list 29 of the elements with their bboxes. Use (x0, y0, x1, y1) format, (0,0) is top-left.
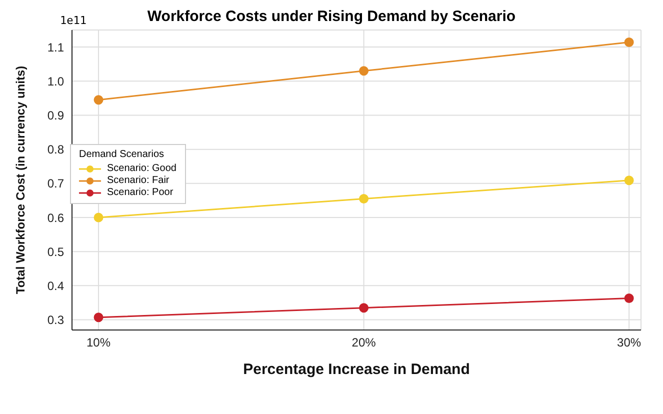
text: 1e11 (60, 14, 86, 27)
point (94, 95, 104, 105)
chart-title: Workforce Costs under Rising Demand by Scenario (147, 8, 516, 25)
legend-label: Scenario: Good (107, 163, 176, 175)
y-tick-label: 0.5 (47, 244, 64, 259)
x-tick-label: 10% (86, 336, 111, 350)
y-tick-label: 1.0 (47, 74, 64, 88)
y-tick-label: 0.8 (47, 142, 64, 157)
y-axis-title: Total Workforce Cost (in currency units) (13, 66, 28, 294)
y-tick-label: 1.1 (47, 40, 64, 54)
point (94, 212, 104, 222)
legend-label: Scenario: Fair (107, 175, 170, 187)
x-tick-label: 30% (617, 336, 642, 350)
point (624, 38, 634, 48)
y-tick-label: 0.7 (47, 176, 64, 191)
x-tick-label: 20% (352, 336, 376, 350)
legend-title: Demand Scenarios (79, 149, 166, 160)
point (624, 294, 634, 304)
x-axis-title: Percentage Increase in Demand (243, 361, 470, 378)
y-tick-label: 0.3 (47, 313, 64, 328)
point (94, 312, 104, 322)
y-tick-label: 0.6 (47, 210, 64, 225)
point (359, 66, 369, 76)
legend-label: Scenario: Poor (107, 187, 174, 199)
point (624, 176, 634, 186)
point (359, 194, 369, 204)
point (359, 303, 369, 313)
y-tick-label: 0.9 (47, 108, 64, 122)
y-tick-label: 0.4 (47, 278, 64, 293)
